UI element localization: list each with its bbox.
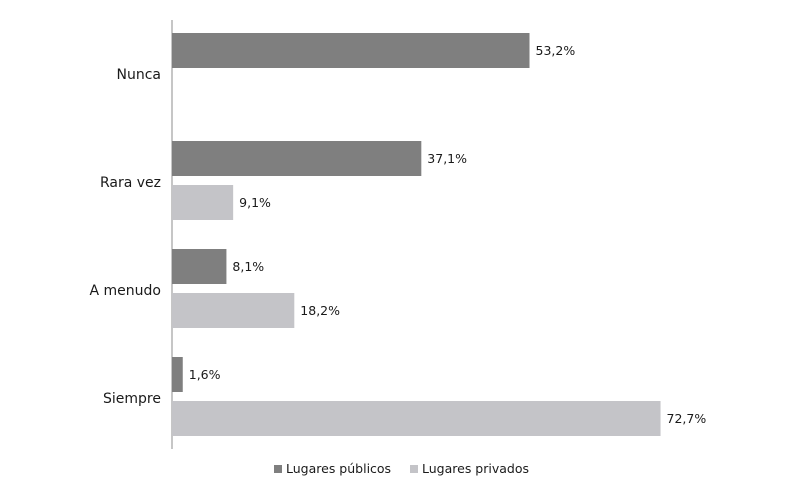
bar-lugares-privados-rara-vez <box>172 185 234 220</box>
data-labels: 53,2% 37,1% 9,1% 8,1% 18,2% 1,6% 72,7% <box>189 43 707 426</box>
legend-swatch-lugares-publicos <box>274 465 282 473</box>
legend-label-lugares-privados: Lugares privados <box>422 461 529 476</box>
legend-swatch-lugares-privados <box>410 465 418 473</box>
bars <box>172 33 661 436</box>
bar-lugares-publicos-rara-vez <box>172 141 422 176</box>
data-label-lugares-privados-siempre: 72,7% <box>667 411 707 426</box>
data-label-lugares-privados-rara-vez: 9,1% <box>239 195 271 210</box>
category-label-a-menudo: A menudo <box>90 283 161 299</box>
data-label-lugares-publicos-rara-vez: 37,1% <box>427 151 467 166</box>
data-label-lugares-publicos-siempre: 1,6% <box>189 367 221 382</box>
category-labels: Nunca Rara vez A menudo Siempre <box>90 67 161 407</box>
bar-lugares-privados-a-menudo <box>172 293 295 328</box>
bar-lugares-publicos-nunca <box>172 33 530 68</box>
legend-label-lugares-publicos: Lugares públicos <box>286 461 391 476</box>
category-label-siempre: Siempre <box>103 391 161 407</box>
bar-lugares-publicos-siempre <box>172 357 183 392</box>
bar-lugares-privados-siempre <box>172 401 661 436</box>
bar-lugares-publicos-a-menudo <box>172 249 227 284</box>
category-label-rara-vez: Rara vez <box>100 175 161 191</box>
data-label-lugares-privados-a-menudo: 18,2% <box>300 303 340 318</box>
data-label-lugares-publicos-a-menudo: 8,1% <box>232 259 264 274</box>
data-label-lugares-publicos-nunca: 53,2% <box>536 43 576 58</box>
legend: Lugares públicos Lugares privados <box>274 461 529 476</box>
category-label-nunca: Nunca <box>117 67 162 83</box>
